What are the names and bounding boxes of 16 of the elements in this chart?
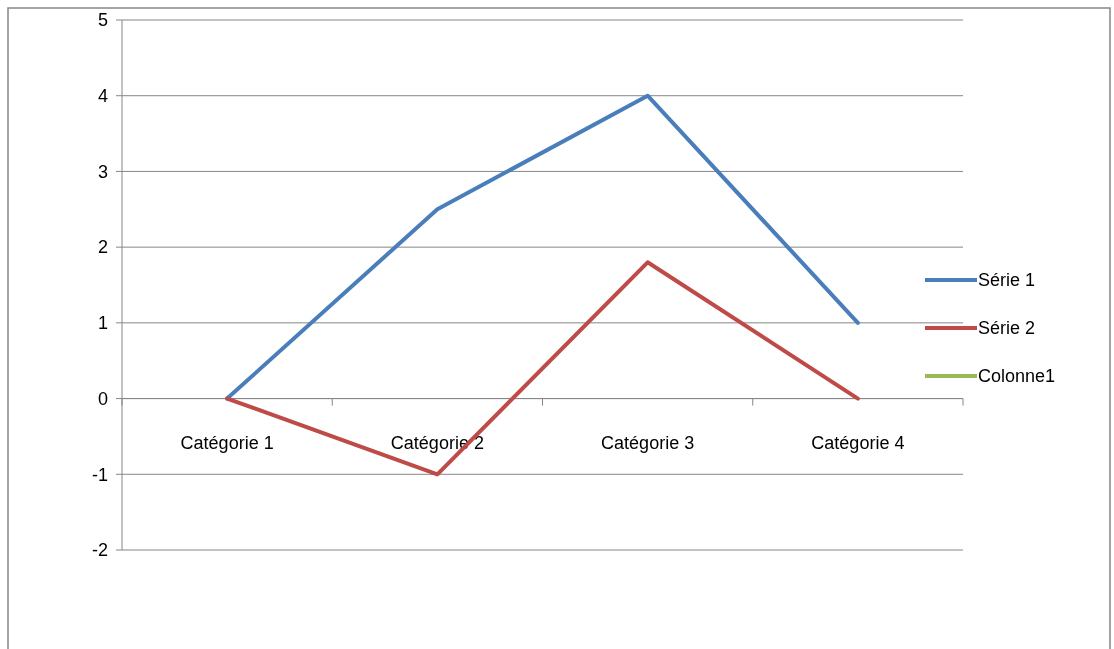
- y-tick-label: 0: [97, 388, 108, 409]
- x-tick-label: Catégorie 3: [601, 432, 695, 453]
- x-tick-label: Catégorie 2: [390, 432, 484, 453]
- y-tick-label: 4: [97, 86, 108, 107]
- y-tick-label: 1: [97, 313, 108, 334]
- y-tick-label: -1: [91, 464, 108, 485]
- y-tick-label: 3: [97, 161, 108, 182]
- legend-label: Série 2: [978, 318, 1036, 339]
- legend-label: Colonne1: [978, 366, 1056, 387]
- y-tick-label: 2: [97, 237, 108, 258]
- line-series: [225, 93, 860, 401]
- y-tick-label: -2: [91, 540, 108, 561]
- x-tick-label: Catégorie 4: [811, 432, 905, 453]
- legend-label: Série 1: [978, 270, 1036, 291]
- y-tick-label: 5: [97, 10, 108, 31]
- x-tick-label: Catégorie 1: [180, 432, 274, 453]
